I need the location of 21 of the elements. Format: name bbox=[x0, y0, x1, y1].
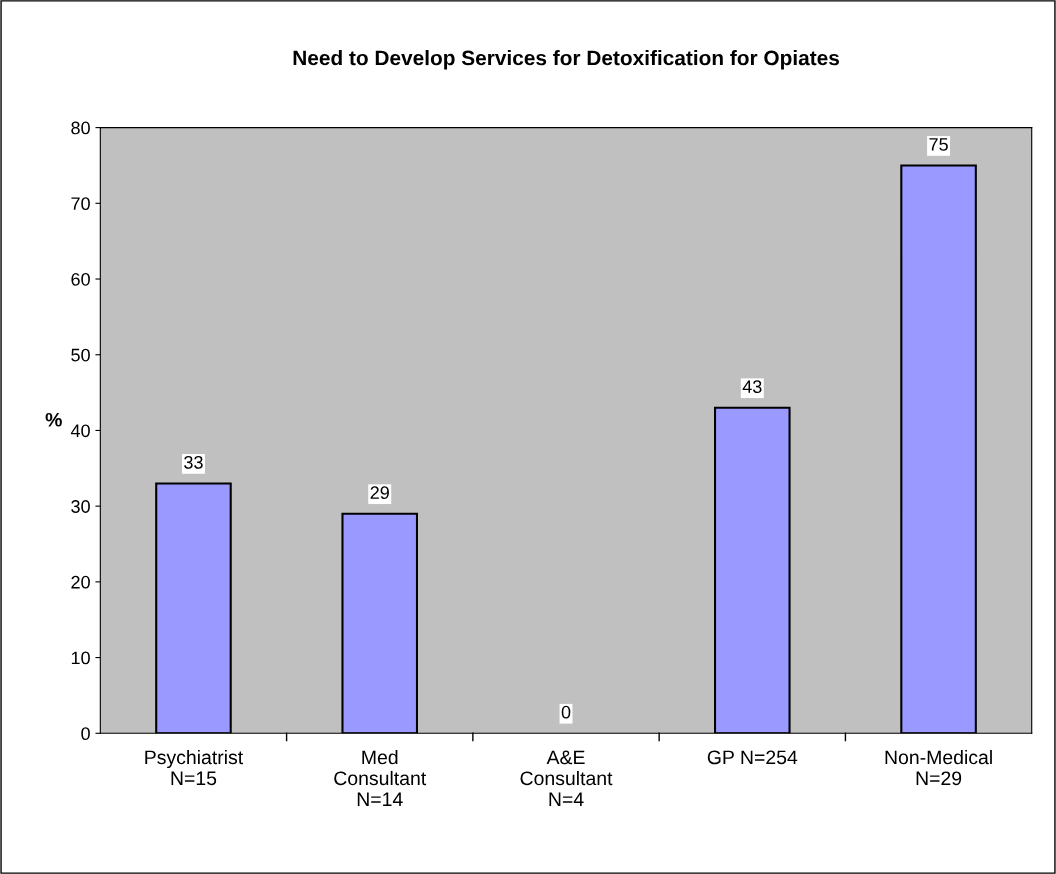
data-label: 29 bbox=[370, 486, 389, 500]
y-tick-label: 30 bbox=[71, 500, 90, 513]
x-tick-label: Psychiatrist N=15 bbox=[145, 749, 244, 786]
x-tick-label: Non-Medical N=29 bbox=[885, 749, 992, 786]
data-label: 0 bbox=[561, 705, 571, 719]
y-tick-label: 50 bbox=[71, 348, 90, 362]
data-label: 43 bbox=[742, 380, 762, 394]
y-tick-label: 80 bbox=[71, 121, 90, 135]
y-tick-label: 10 bbox=[71, 651, 90, 665]
y-tick-label: 0 bbox=[81, 727, 90, 741]
x-tick-label: Med Consultant N=14 bbox=[334, 749, 427, 806]
chart-title: Need to Develop Services for Detoxification for Opiates bbox=[293, 50, 839, 70]
y-tick-label: 60 bbox=[71, 272, 90, 286]
y-tick-label: 40 bbox=[70, 424, 90, 438]
y-axis-title: % bbox=[45, 412, 62, 427]
y-tick-label: 20 bbox=[71, 575, 90, 589]
data-label: 33 bbox=[184, 455, 203, 469]
x-tick-label: A&E Consultant N=4 bbox=[520, 750, 613, 806]
x-tick-label: GP N=254 bbox=[707, 750, 798, 765]
data-label: 75 bbox=[929, 138, 948, 151]
y-tick-label: 70 bbox=[71, 197, 90, 211]
